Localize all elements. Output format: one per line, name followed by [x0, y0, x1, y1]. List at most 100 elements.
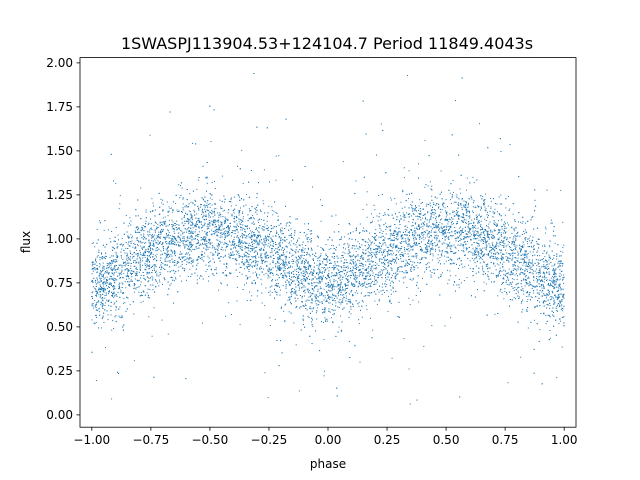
scatter-point: [431, 239, 433, 241]
scatter-point: [159, 281, 161, 283]
scatter-point: [129, 240, 131, 242]
scatter-point: [318, 300, 320, 302]
scatter-point: [224, 201, 225, 203]
scatter-point: [407, 232, 409, 233]
scatter-point: [173, 280, 175, 282]
scatter-point: [349, 301, 351, 303]
scatter-point: [361, 316, 363, 318]
scatter-point: [299, 266, 301, 268]
scatter-point: [439, 257, 441, 259]
scatter-point: [332, 295, 334, 297]
scatter-point: [376, 215, 378, 217]
scatter-point: [98, 307, 100, 309]
scatter-point: [286, 251, 288, 253]
scatter-point: [324, 258, 326, 260]
scatter-point: [314, 255, 316, 257]
scatter-point: [172, 211, 174, 213]
scatter-point: [159, 221, 161, 223]
scatter-point: [256, 235, 258, 237]
scatter-point: [509, 273, 511, 275]
scatter-point: [271, 206, 273, 208]
scatter-point: [409, 403, 411, 405]
scatter-point: [472, 226, 474, 228]
scatter-point: [304, 262, 306, 263]
scatter-point: [101, 271, 103, 273]
scatter-point: [526, 262, 527, 264]
scatter-point: [181, 230, 183, 232]
scatter-point: [269, 290, 271, 292]
scatter-point: [444, 242, 446, 244]
scatter-point: [467, 226, 469, 228]
scatter-point: [550, 222, 552, 224]
scatter-point: [432, 253, 434, 255]
scatter-point: [560, 190, 562, 191]
scatter-point: [549, 279, 551, 281]
scatter-point: [275, 155, 277, 157]
scatter-point: [105, 255, 107, 257]
scatter-point: [272, 262, 274, 263]
scatter-point: [400, 215, 402, 217]
scatter-point: [107, 319, 109, 321]
scatter-point: [524, 285, 526, 287]
scatter-point: [534, 254, 536, 256]
scatter-point: [297, 275, 299, 277]
scatter-point: [516, 245, 518, 247]
scatter-point: [291, 294, 293, 296]
scatter-point: [496, 248, 498, 249]
scatter-point: [339, 276, 341, 278]
scatter-point: [237, 231, 239, 233]
scatter-point: [378, 195, 380, 196]
scatter-point: [522, 299, 524, 301]
scatter-point: [403, 219, 405, 221]
scatter-point: [558, 279, 560, 281]
scatter-point: [153, 259, 154, 261]
scatter-point: [375, 238, 377, 240]
scatter-point: [115, 253, 117, 255]
scatter-point: [275, 235, 277, 237]
scatter-point: [513, 248, 514, 250]
scatter-point: [535, 259, 537, 261]
scatter-point: [352, 286, 354, 287]
scatter-point: [102, 289, 104, 291]
scatter-point: [195, 246, 197, 248]
scatter-point: [151, 335, 153, 337]
scatter-point: [513, 267, 515, 269]
scatter-point: [203, 224, 205, 226]
scatter-point: [526, 283, 528, 285]
scatter-point: [267, 254, 269, 256]
scatter-point: [312, 278, 314, 280]
scatter-point: [549, 337, 551, 339]
scatter-point: [104, 297, 106, 299]
scatter-point: [483, 232, 485, 234]
scatter-point: [358, 319, 360, 321]
scatter-point: [222, 272, 224, 274]
scatter-point: [208, 214, 210, 216]
scatter-point: [120, 251, 122, 253]
scatter-point: [519, 235, 521, 237]
scatter-point: [194, 231, 196, 233]
scatter-point: [389, 260, 391, 262]
scatter-point: [229, 254, 231, 256]
scatter-point: [263, 253, 265, 255]
scatter-point: [361, 275, 363, 277]
scatter-point: [398, 230, 400, 232]
scatter-point: [425, 248, 427, 250]
scatter-point: [289, 234, 291, 236]
scatter-point: [465, 233, 467, 235]
scatter-point: [436, 237, 438, 239]
scatter-point: [215, 248, 217, 250]
scatter-point: [453, 263, 455, 265]
scatter-point: [438, 239, 440, 241]
scatter-point: [509, 208, 511, 210]
scatter-point: [492, 248, 494, 250]
scatter-point: [358, 301, 360, 303]
scatter-point: [239, 271, 241, 273]
scatter-point: [247, 214, 249, 216]
scatter-point: [297, 240, 298, 242]
scatter-point: [235, 229, 237, 230]
scatter-point: [255, 261, 257, 263]
scatter-point: [514, 286, 516, 288]
scatter-point: [490, 272, 492, 274]
scatter-point: [452, 235, 454, 237]
scatter-point: [276, 213, 278, 214]
